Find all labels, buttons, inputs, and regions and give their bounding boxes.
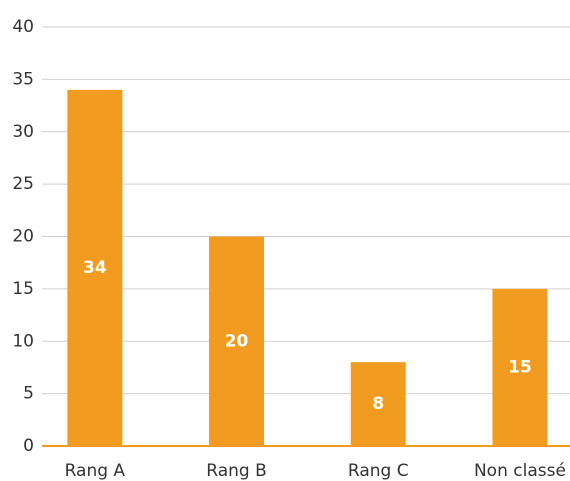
x-tick-label: Rang C [348, 461, 409, 481]
y-tick-label: 5 [23, 384, 34, 404]
y-tick-label: 0 [23, 436, 34, 456]
value-label: 34 [83, 258, 107, 278]
value-label: 20 [225, 331, 249, 351]
x-tick-label: Rang A [65, 461, 126, 481]
bar [209, 236, 265, 446]
y-tick-label: 10 [12, 331, 34, 351]
value-label: 15 [508, 357, 532, 377]
bar [350, 362, 406, 446]
bar [67, 89, 123, 446]
y-tick-label: 25 [12, 174, 34, 194]
y-tick-label: 20 [12, 227, 34, 247]
y-tick-label: 40 [12, 17, 34, 37]
bar [492, 288, 548, 446]
y-tick-label: 35 [12, 69, 34, 89]
y-tick-label: 30 [12, 122, 34, 142]
y-tick-label: 15 [12, 279, 34, 299]
x-tick-label: Non classé [474, 461, 566, 481]
value-label: 8 [372, 394, 384, 414]
x-tick-label: Rang B [206, 461, 267, 481]
